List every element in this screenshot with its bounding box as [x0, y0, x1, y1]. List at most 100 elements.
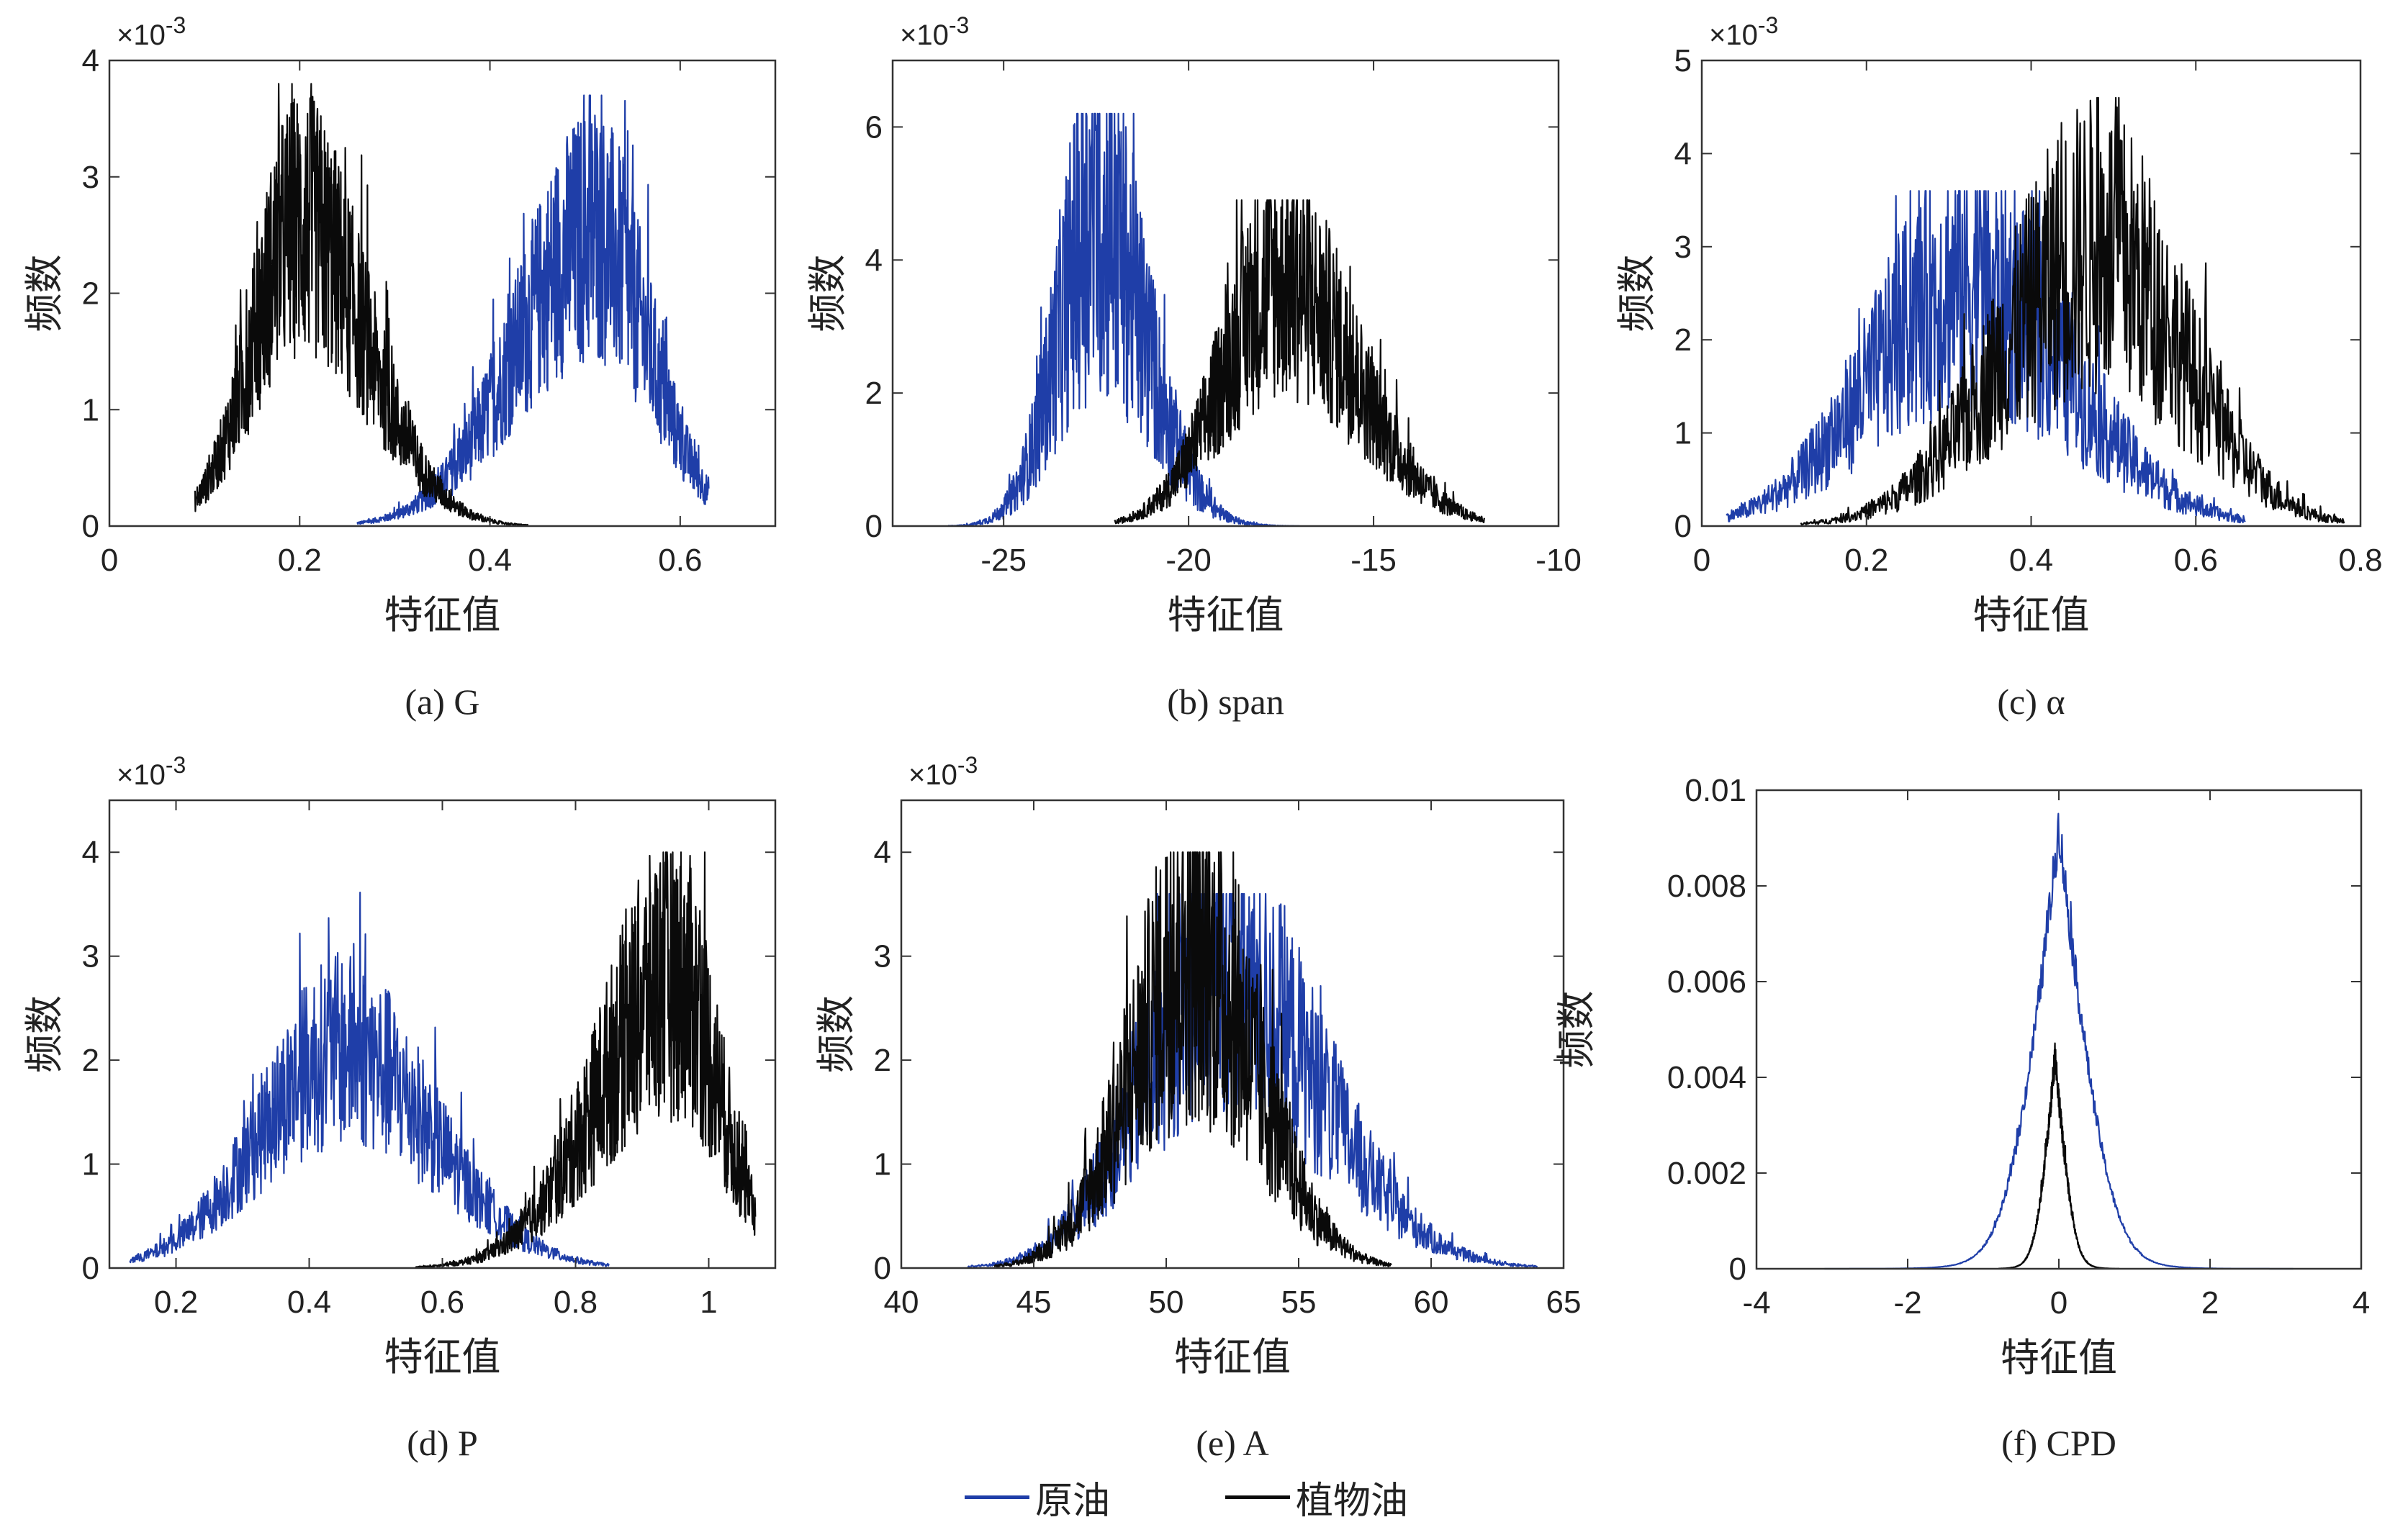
x-axis-label: 特征值 — [1168, 594, 1284, 637]
x-tick-label: 0 — [2050, 1285, 2067, 1321]
x-axis-label: 特征值 — [384, 594, 501, 637]
y-tick-label: 1 — [82, 392, 99, 427]
y-tick-label: 0.002 — [1667, 1156, 1746, 1191]
y-tick-label: 4 — [82, 43, 99, 78]
y-tick-label: 0 — [1674, 509, 1692, 544]
x-axis-label: 特征值 — [2001, 1336, 2117, 1380]
y-axis-label: 频数 — [1615, 255, 1659, 332]
y-tick-label: 0.01 — [1685, 773, 1746, 808]
axis-exponent-power: -3 — [949, 12, 969, 38]
series-line-veg-1 — [194, 83, 529, 527]
panel-caption: (f) CPD — [2001, 1423, 2116, 1463]
y-tick-label: 4 — [874, 835, 891, 870]
y-tick-label: 0 — [865, 509, 883, 544]
x-tick-label: -4 — [1742, 1285, 1770, 1321]
x-tick-label: 0.6 — [658, 543, 702, 578]
y-tick-label: 1 — [874, 1147, 891, 1182]
y-tick-label: 0 — [82, 509, 99, 544]
y-tick-label: 2 — [865, 376, 883, 411]
y-tick-label: 0.004 — [1667, 1060, 1746, 1095]
x-tick-label: 0.6 — [420, 1285, 464, 1320]
series-line-veg-3 — [1800, 96, 2345, 526]
y-tick-label: 3 — [82, 939, 99, 974]
x-tick-label: -2 — [1893, 1285, 1921, 1321]
x-tick-label: 60 — [1414, 1285, 1449, 1320]
legend-swatch-crude — [965, 1495, 1029, 1499]
y-tick-label: 2 — [1674, 322, 1692, 358]
y-tick-label: 0 — [874, 1251, 891, 1286]
axis-exponent-power: -3 — [1758, 12, 1778, 38]
y-tick-label: 2 — [874, 1043, 891, 1078]
x-tick-label: 1 — [700, 1285, 717, 1320]
legend-label-crude: 原油 — [1035, 1479, 1111, 1523]
legend-label-veg: 植物油 — [1296, 1479, 1409, 1523]
axis-exponent: ×10-3 — [117, 752, 186, 791]
plot-frame-6 — [1755, 789, 2363, 1270]
plot-frame-2 — [891, 59, 1560, 528]
x-tick-label: 0.8 — [554, 1285, 598, 1320]
x-tick-label: 0.8 — [2338, 543, 2382, 578]
axis-exponent: ×10-3 — [900, 12, 969, 51]
x-tick-label: 65 — [1546, 1285, 1582, 1320]
y-tick-label: 5 — [1674, 43, 1692, 78]
series-line-crude-3 — [1726, 190, 2246, 524]
plot-frame-5 — [900, 799, 1565, 1269]
y-tick-label: 0.008 — [1667, 869, 1746, 904]
panel-caption: (d) P — [407, 1423, 478, 1463]
y-tick-label: 3 — [82, 160, 99, 195]
y-tick-label: 3 — [1674, 230, 1692, 265]
x-tick-label: 0 — [1693, 543, 1710, 578]
legend-item-crude: 原油 — [965, 1470, 1110, 1524]
y-tick-label: 6 — [865, 109, 883, 145]
x-tick-label: 45 — [1016, 1285, 1052, 1320]
axis-exponent: ×10-3 — [908, 752, 978, 791]
y-tick-label: 4 — [82, 835, 99, 870]
series-line-crude-2 — [947, 112, 1300, 528]
legend-item-veg: 植物油 — [1225, 1470, 1408, 1524]
x-tick-label: -20 — [1165, 543, 1212, 578]
series-line-veg-2 — [1114, 199, 1486, 525]
axis-exponent: ×10-3 — [1709, 12, 1778, 51]
axis-exponent: ×10-3 — [117, 12, 186, 51]
x-axis-label: 特征值 — [1973, 594, 2090, 637]
x-tick-label: 4 — [2353, 1285, 2370, 1321]
y-tick-label: 0 — [82, 1251, 99, 1286]
y-axis-label: 频数 — [23, 255, 66, 332]
axis-exponent-power: -3 — [957, 752, 978, 778]
x-tick-label: 0.6 — [2174, 543, 2218, 578]
series-line-crude-6 — [1824, 812, 2294, 1270]
legend-swatch-veg — [1225, 1495, 1291, 1499]
y-tick-label: 4 — [865, 243, 883, 278]
x-tick-label: -10 — [1536, 543, 1582, 578]
y-tick-label: 2 — [82, 1043, 99, 1078]
x-axis-label: 特征值 — [1174, 1336, 1291, 1379]
x-tick-label: 0.2 — [154, 1285, 198, 1320]
x-axis-label: 特征值 — [384, 1336, 501, 1379]
y-tick-label: 0.006 — [1667, 964, 1746, 1000]
y-axis-label: 频数 — [806, 255, 849, 332]
panel-caption: (a) G — [405, 682, 479, 722]
x-tick-label: 2 — [2201, 1285, 2219, 1321]
y-tick-label: 4 — [1674, 136, 1692, 171]
x-tick-label: -25 — [980, 543, 1027, 578]
series-line-crude-1 — [356, 94, 710, 525]
series-line-veg-6 — [1998, 1042, 2120, 1270]
panel-caption: (c) α — [1997, 682, 2065, 722]
panel-caption: (b) span — [1167, 682, 1284, 722]
legend: 原油 植物油 — [965, 1468, 1408, 1526]
axis-exponent-power: -3 — [166, 752, 186, 778]
series-line-veg-4 — [415, 851, 757, 1269]
x-tick-label: 0.2 — [278, 543, 322, 578]
x-tick-label: 50 — [1149, 1285, 1184, 1320]
axis-exponent-power: -3 — [166, 12, 186, 38]
series-line-veg-5 — [993, 851, 1392, 1268]
panel-caption: (e) A — [1196, 1423, 1268, 1463]
y-axis-label: 频数 — [815, 995, 858, 1073]
x-tick-label: 0.2 — [1844, 543, 1888, 578]
y-axis-label: 频数 — [23, 995, 66, 1073]
x-tick-label: 40 — [884, 1285, 919, 1320]
x-tick-label: -15 — [1350, 543, 1397, 578]
x-tick-label: 0.4 — [468, 543, 512, 578]
y-tick-label: 0 — [1729, 1251, 1746, 1287]
